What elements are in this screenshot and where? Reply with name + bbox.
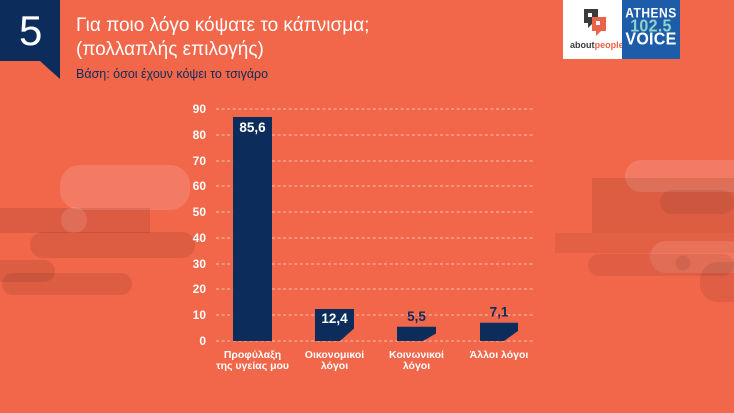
svg-text:70: 70 <box>193 154 207 168</box>
svg-text:λόγοι: λόγοι <box>321 360 348 372</box>
svg-text:60: 60 <box>193 179 207 193</box>
svg-text:5,5: 5,5 <box>407 309 426 324</box>
svg-text:7,1: 7,1 <box>490 305 509 320</box>
svg-text:50: 50 <box>193 205 207 219</box>
svg-text:10: 10 <box>193 308 207 322</box>
svg-text:30: 30 <box>193 257 207 271</box>
svg-text:λόγοι: λόγοι <box>403 360 430 372</box>
svg-text:5: 5 <box>19 7 42 54</box>
svg-text:85,6: 85,6 <box>239 120 266 135</box>
svg-text:12,4: 12,4 <box>321 311 348 326</box>
svg-text:της υγείας μου: της υγείας μου <box>216 360 289 372</box>
svg-text:90: 90 <box>193 102 207 116</box>
svg-text:80: 80 <box>193 128 207 142</box>
svg-text:20: 20 <box>193 282 207 296</box>
svg-text:Άλλοι λόγοι: Άλλοι λόγοι <box>470 349 529 361</box>
svg-text:0: 0 <box>199 334 206 348</box>
svg-text:40: 40 <box>193 231 207 245</box>
